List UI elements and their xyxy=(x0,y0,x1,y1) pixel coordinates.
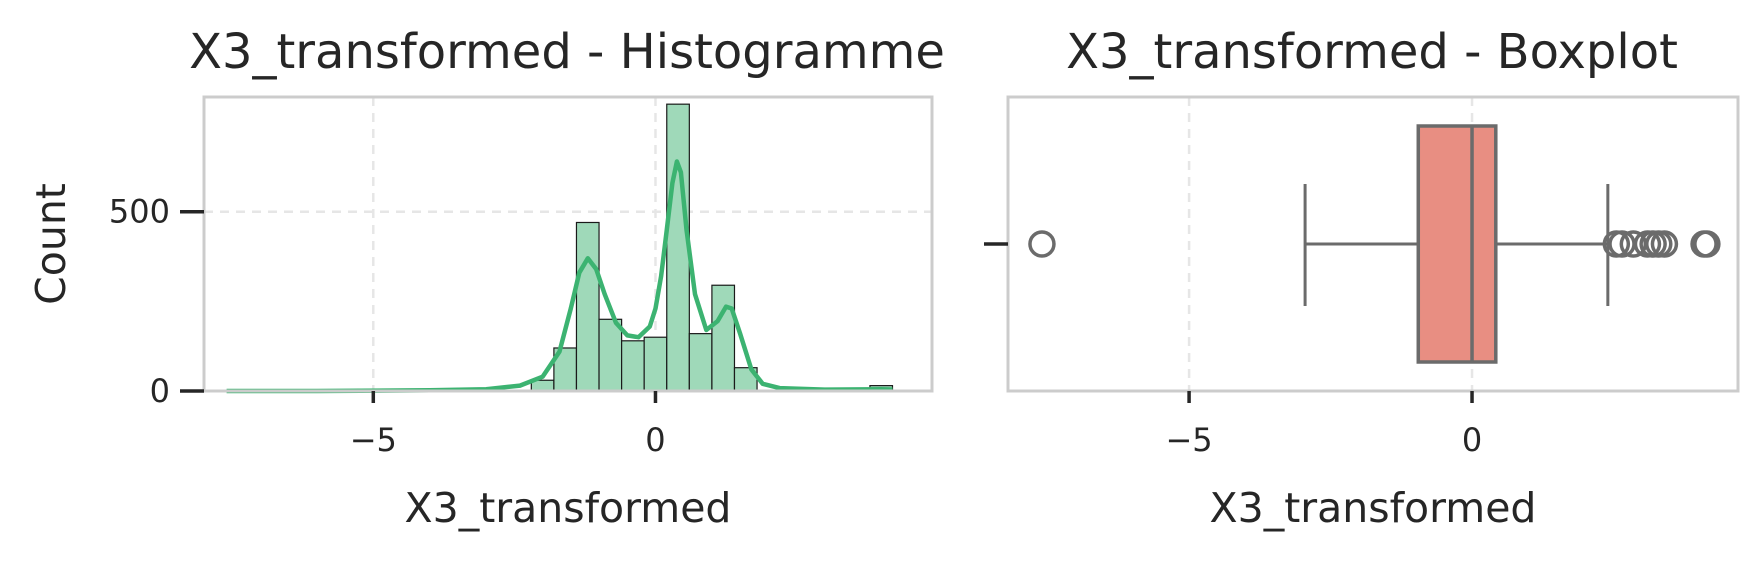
boxplot-elements xyxy=(1028,124,1721,364)
boxplot-panel: X3_transformed - Boxplot −5 0 X3_transfor… xyxy=(984,24,1740,532)
histogram-bar xyxy=(711,284,736,392)
histogram-frame xyxy=(202,95,934,393)
histogram-bar xyxy=(688,333,713,392)
iqr-box xyxy=(1416,124,1498,364)
histogram-xlabel: X3_transformed xyxy=(405,484,732,532)
outlier-point xyxy=(1028,230,1056,258)
kde-curve xyxy=(226,159,893,394)
x-tick-label: 0 xyxy=(1462,421,1482,459)
boxplot-ticks: −5 0 xyxy=(984,242,1482,459)
histogram-title: X3_transformed - Histogramme xyxy=(189,24,945,80)
histogram-bar xyxy=(575,221,600,392)
boxplot-xlabel: X3_transformed xyxy=(1210,484,1537,532)
outlier-point xyxy=(1650,230,1679,258)
histogram-bar xyxy=(598,318,623,392)
x-tick-label: −5 xyxy=(350,421,397,459)
y-tick-label: 500 xyxy=(109,193,170,231)
histogram-grid xyxy=(204,97,932,393)
x-tick-label: 0 xyxy=(645,421,665,459)
histogram-panel: X3_transformed - Histogramme −5 0 0 500 X3_… xyxy=(27,24,945,532)
x-tick-label: −5 xyxy=(1165,421,1212,459)
outlier-point xyxy=(1693,230,1721,258)
histogram-ticks: −5 0 0 500 xyxy=(109,193,666,459)
histogram-bar xyxy=(666,103,690,392)
histogram-bar xyxy=(643,336,668,392)
boxplot-title: X3_transformed - Boxplot xyxy=(1066,24,1678,80)
histogram-ylabel: Count xyxy=(27,183,75,305)
y-tick-label: 0 xyxy=(150,372,170,410)
histogram-bar xyxy=(621,340,645,392)
